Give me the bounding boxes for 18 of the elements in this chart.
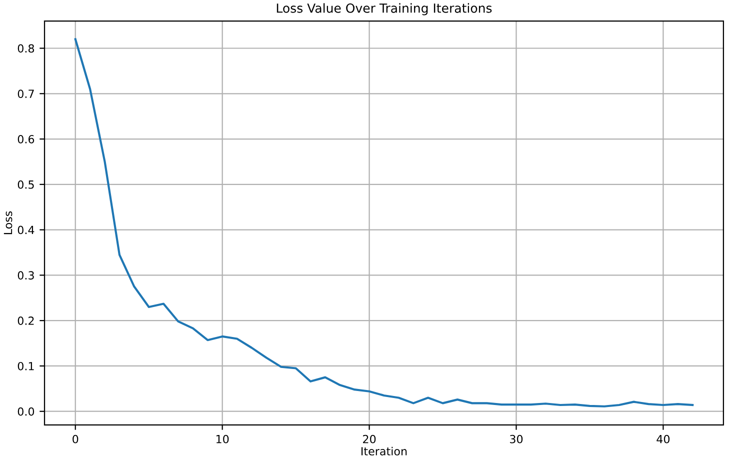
y-tick-label: 0.6 — [18, 135, 34, 144]
y-tick-label: 0.4 — [18, 226, 34, 234]
x-tick-label: 10 — [216, 434, 229, 444]
chart-title: Loss Value Over Training Iterations — [276, 3, 492, 16]
y-axis-title: Loss — [4, 211, 12, 234]
y-tick-label: 0.8 — [18, 44, 34, 53]
y-tick-label: 0.5 — [18, 180, 34, 189]
x-tick-label: 30 — [510, 434, 523, 444]
y-tick-label: 0.2 — [18, 316, 34, 325]
y-tick-label: 0.7 — [18, 90, 34, 98]
x-tick-label: 40 — [656, 434, 670, 444]
y-tick-label: 0.3 — [18, 271, 34, 280]
line-series — [74, 38, 694, 408]
y-tick-label: 0.0 — [18, 407, 34, 416]
x-tick-label: 0 — [72, 434, 78, 444]
x-axis-title: Iteration — [362, 446, 407, 456]
x-tick-label: 20 — [363, 434, 376, 444]
y-tick-label: 0.1 — [18, 362, 34, 370]
